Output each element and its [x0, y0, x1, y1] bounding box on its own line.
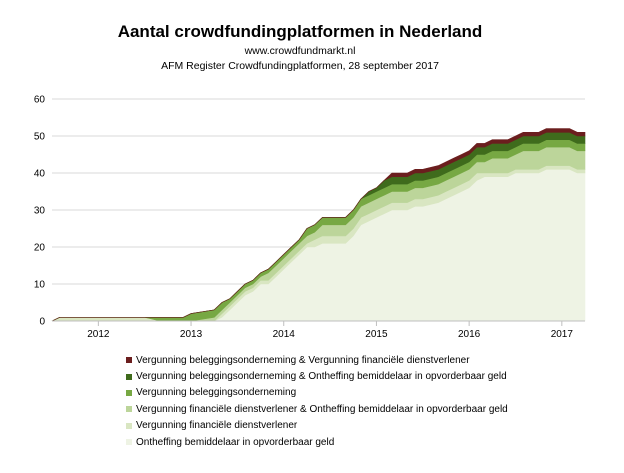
- legend: Vergunning beleggingsonderneming & Vergu…: [126, 352, 508, 450]
- y-tick-label-2: 20: [34, 243, 46, 254]
- legend-swatch-1: [126, 422, 132, 429]
- y-tick-label-4: 40: [34, 169, 46, 180]
- legend-label-1: Vergunning financiële dienstverlener: [136, 420, 298, 432]
- legend-swatch-2: [126, 406, 132, 413]
- area-series: [51, 128, 586, 322]
- chart-title: Aantal crowdfundingplatformen in Nederla…: [117, 22, 483, 41]
- legend-item-5: Vergunning beleggingsonderneming & Vergu…: [126, 352, 508, 368]
- legend-swatch-0: [126, 439, 132, 446]
- legend-label-3: Vergunning beleggingsonderneming: [136, 387, 297, 399]
- y-tick-label-6: 60: [34, 95, 46, 106]
- chart-subtitle-source: AFM Register Crowdfundingplatformen, 28 …: [161, 60, 439, 72]
- legend-item-0: Ontheffing bemiddelaar in opvorderbaar g…: [126, 434, 508, 450]
- axes: 0 10 20 30 40 50 60 2012 2013 2014 2015 2016 2017: [34, 95, 585, 340]
- legend-swatch-5: [126, 357, 132, 364]
- legend-label-2: Vergunning financiële dienstverlener & O…: [136, 403, 508, 415]
- x-tick-label-3: 2015: [365, 329, 388, 340]
- legend-swatch-3: [126, 389, 132, 396]
- x-tick-label-2: 2014: [273, 329, 296, 340]
- legend-label-0: Ontheffing bemiddelaar in opvorderbaar g…: [136, 436, 335, 448]
- y-tick-label-5: 50: [34, 132, 46, 143]
- x-tick-label-0: 2012: [87, 329, 110, 340]
- legend-item-1: Vergunning financiële dienstverlener: [126, 418, 508, 434]
- area-series-5: [51, 128, 586, 322]
- legend-label-4: Vergunning beleggingsonderneming & Onthe…: [136, 371, 507, 383]
- legend-item-3: Vergunning beleggingsonderneming: [126, 385, 508, 401]
- x-tick-label-5: 2017: [551, 329, 574, 340]
- legend-label-5: Vergunning beleggingsonderneming & Vergu…: [136, 354, 470, 366]
- x-tick-label-1: 2013: [180, 329, 203, 340]
- x-tick-label-4: 2016: [458, 329, 481, 340]
- legend-item-4: Vergunning beleggingsonderneming & Onthe…: [126, 368, 508, 384]
- legend-item-2: Vergunning financiële dienstverlener & O…: [126, 401, 508, 417]
- legend-swatch-4: [126, 373, 132, 380]
- y-tick-label-0: 0: [39, 317, 45, 328]
- chart-subtitle-url: www.crowdfundmarkt.nl: [244, 45, 356, 57]
- y-tick-label-3: 30: [34, 206, 46, 217]
- y-tick-label-1: 10: [34, 280, 46, 291]
